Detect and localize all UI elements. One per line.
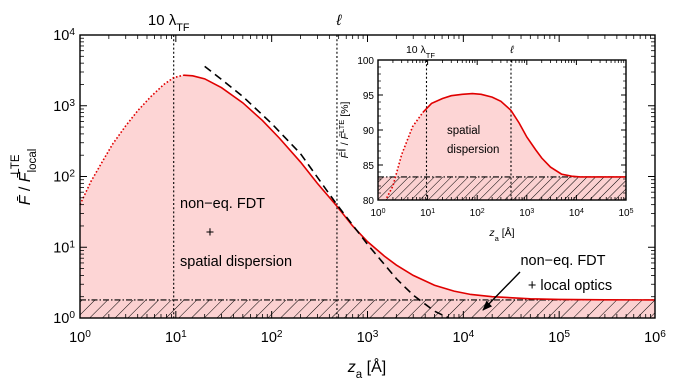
main-annotation-2: spatial dispersion [180, 254, 292, 270]
main-x-tick-label: 105 [548, 329, 570, 347]
main-hatched-region [80, 299, 655, 318]
main-annotation-right-1: + local optics [528, 278, 612, 294]
main-y-tick-label: 102 [53, 168, 75, 186]
main-annotation-1: + [206, 225, 214, 241]
inset-vline-label-0: 10 λTF [406, 44, 435, 60]
main-asymptote-dashed [204, 65, 449, 319]
main-x-tick-label: 103 [357, 329, 379, 347]
main-shaded-region [80, 75, 655, 300]
main-x-tick-label: 104 [452, 329, 474, 347]
inset-y-tick-label: 85 [363, 161, 375, 172]
inset-x-tick-label: 104 [569, 208, 584, 220]
inset-annotation-1: dispersion [447, 144, 499, 156]
inset-y-tick-label: 100 [357, 56, 374, 67]
main-y-tick-label: 100 [53, 310, 75, 328]
inset-x-axis-label: za [Å] [488, 226, 514, 243]
inset-vline-label-1: ℓ [509, 44, 514, 56]
main-plot: 10 λTF ℓ 100 101 102 103 104 105 106 100 101 102 103… [10, 12, 666, 381]
inset-y-tick-label: 95 [363, 91, 375, 102]
main-curve-solid [183, 74, 656, 301]
inset-y-tick-label: 90 [363, 126, 375, 137]
main-x-tick-label: 106 [644, 329, 666, 347]
main-vline-label-0: 10 λTF [148, 12, 190, 34]
inset-x-tick-label: 103 [519, 208, 534, 220]
inset-y-axis-label: F̄∥ / F̄LTE [%] [337, 102, 352, 159]
main-y-tick-label: 101 [53, 239, 75, 257]
main-annotation-arrow [482, 271, 521, 311]
inset-annotation-0: spatial [447, 125, 480, 137]
inset-plot: 10 λTF ℓ 100 101 102 103 104 105 80 85 90 95 100 za [… [337, 44, 634, 243]
main-vline-label-1: ℓ [336, 12, 343, 29]
main-y-axis-label: F̄ / F̄localLTE [10, 149, 39, 206]
inset-shaded-region [386, 93, 626, 198]
inset-x-tick-label: 101 [420, 208, 435, 220]
main-x-tick-label: 100 [69, 329, 91, 347]
inset-hatched-region [378, 176, 626, 200]
main-x-axis-label: za [Å] [347, 357, 386, 381]
main-y-tick-label: 103 [53, 97, 75, 115]
inset-y-tick-label: 80 [363, 196, 375, 207]
main-y-tick-label: 104 [53, 27, 75, 45]
inset-x-tick-label: 105 [618, 208, 633, 220]
main-annotation-0: non−eq. FDT [180, 196, 265, 212]
inset-curve-solid [422, 92, 626, 178]
main-curve-dotted [79, 74, 184, 205]
main-x-tick-label: 102 [261, 329, 283, 347]
inset-x-tick-label: 102 [470, 208, 485, 220]
main-annotation-right-0: non−eq. FDT [520, 253, 605, 269]
main-x-tick-label: 101 [165, 329, 187, 347]
inset-x-tick-label: 100 [370, 208, 385, 220]
